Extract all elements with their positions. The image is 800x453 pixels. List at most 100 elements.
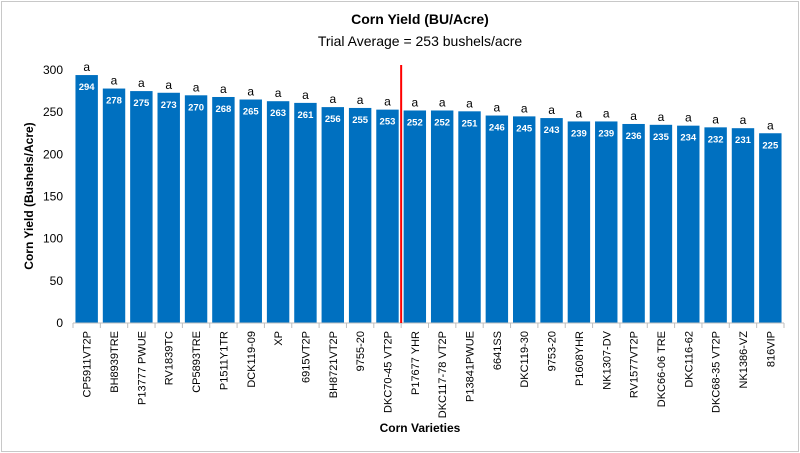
significance-letter: a [165,78,172,92]
significance-letter: a [220,82,227,96]
data-label: 243 [544,125,560,136]
chart-title: Corn Yield (BU/Acre) [351,11,489,27]
bar [75,75,98,323]
significance-letter: a [138,76,145,90]
chart-subtitle: Trial Average = 253 bushels/acre [318,33,523,49]
data-label: 265 [243,107,260,118]
significance-letter: a [466,96,473,110]
bar [376,109,399,324]
data-label: 239 [598,128,614,139]
bar [731,128,755,323]
x-tick-label: XP [273,331,285,346]
significance-letter: a [275,86,282,100]
bar [458,111,481,323]
bar [430,110,454,323]
data-label: 245 [516,123,533,134]
significance-letter: a [329,92,336,106]
significance-letter: a [521,101,528,115]
data-label: 236 [626,131,642,142]
data-label: 273 [161,100,177,111]
data-label: 263 [270,108,286,119]
bar [266,101,290,323]
bar [130,91,153,323]
x-tick-label: CP5893TRE [191,331,203,393]
data-label: 252 [434,117,450,128]
x-tick-label: NK1307-DV [601,330,613,389]
data-label: 270 [188,102,204,113]
bar [567,121,591,324]
data-label: 275 [133,98,150,109]
x-tick-label: P17677 YHR [410,331,422,395]
y-axis-label: Corn Yield (Bushels/Acre) [22,122,36,269]
x-axis-label: Corn Varieties [380,421,461,435]
x-tick-label: P13841PWUE [465,331,477,402]
x-tick-label: 9755-20 [355,331,367,371]
bar [540,118,563,323]
bar [294,102,317,323]
data-label: 225 [762,140,779,151]
bar [622,123,645,324]
y-tick-label: 100 [43,232,63,246]
data-label: 255 [352,115,369,126]
x-tick-label: DCK119-09 [246,331,258,388]
significance-letter: a [685,111,692,125]
data-label: 278 [106,96,122,107]
significance-letter: a [384,95,391,109]
bar [704,127,727,323]
significance-letter: a [548,103,555,117]
bar [485,115,509,323]
data-label: 268 [215,104,231,115]
bar [512,116,536,323]
y-tick-label: 250 [43,105,63,119]
x-tick-label: DKC66-06 TRE [656,331,668,407]
bar [102,88,126,323]
x-tick-label: P1608YHR [574,331,586,386]
data-label: 253 [380,117,396,128]
x-tick-label: CP5911VT2P [82,331,94,397]
x-tick-label: DKC68-35 VT2P [711,331,723,413]
significance-letter: a [193,80,200,94]
bar [321,107,345,324]
bar [403,110,427,323]
significance-letter: a [111,74,118,88]
significance-letter: a [411,95,418,109]
x-tick-label: 6915VT2P [300,331,312,383]
bar [184,95,208,323]
bar [239,99,262,324]
x-tick-label: DKC116-62 [683,331,695,388]
x-tick-label: DKC117-78 VT2P [437,331,449,418]
x-tick-label: RV1577VT2P [629,331,641,398]
significance-letter: a [247,85,254,99]
significance-letter: a [357,93,364,107]
bar [595,121,618,324]
data-label: 235 [653,132,670,143]
significance-letter: a [658,110,665,124]
data-label: 231 [735,135,752,146]
data-label: 239 [571,128,587,139]
data-label: 232 [708,134,724,145]
x-tick-label: 9753-20 [547,331,559,371]
significance-letter: a [740,113,747,127]
significance-letter: a [439,95,446,109]
significance-letter: a [630,109,637,123]
x-tick-label: DKC70-45 VT2P [382,331,394,413]
x-tick-label: RV1839TC [164,331,176,385]
significance-letter: a [302,88,309,102]
significance-letter: a [494,101,501,115]
x-tick-label: DKC119-30 [519,331,531,388]
x-tick-label: BH8939TRE [109,331,121,393]
bar [348,107,372,323]
bar [157,92,180,324]
data-label: 234 [680,133,697,144]
x-tick-label: 816VIP [765,331,777,367]
y-tick-label: 300 [43,63,63,77]
significance-letter: a [83,60,90,74]
data-label: 256 [325,114,341,125]
significance-letter: a [712,112,719,126]
significance-letter: a [603,106,610,120]
y-tick-label: 0 [56,316,63,330]
data-label: 246 [489,123,505,134]
x-tick-label: 6641SS [492,331,504,370]
bar [677,125,700,323]
